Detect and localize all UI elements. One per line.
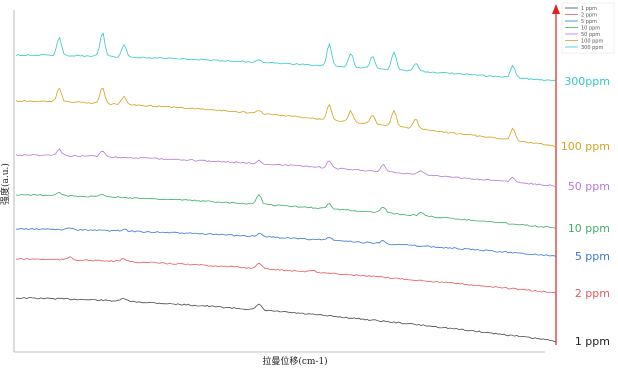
legend-label-10-ppm: 10 ppm: [581, 25, 600, 31]
legend-label-2-ppm: 2 ppm: [581, 12, 597, 18]
x-axis-label: 拉曼位移(cm-1): [262, 355, 327, 367]
series-line-5-ppm: [15, 227, 557, 257]
legend-label-300-ppm: 300 ppm: [581, 45, 603, 51]
series-label-300-ppm: 300ppm: [564, 75, 610, 88]
legend-label-1-ppm: 1 ppm: [581, 6, 597, 12]
series-line-2-ppm: [15, 256, 557, 294]
series-label-100-ppm: 100 ppm: [561, 140, 610, 153]
series-line-100-ppm: [15, 87, 557, 148]
legend-label-50-ppm: 50 ppm: [581, 32, 600, 38]
series-label-10-ppm: 10 ppm: [568, 222, 610, 235]
series-line-300-ppm: [15, 32, 557, 83]
series-label-5-ppm: 5 ppm: [575, 250, 610, 263]
series-label-2-ppm: 2 ppm: [575, 287, 610, 300]
series-label-group: 1 ppm 2 ppm 5 ppm 10 ppm 50 ppm 100 ppm 300ppm: [561, 75, 610, 348]
series-line-50-ppm: [15, 148, 557, 188]
legend-box: [561, 2, 615, 54]
series-label-50-ppm: 50 ppm: [568, 180, 610, 193]
series-label-1-ppm: 1 ppm: [575, 335, 610, 348]
legend-label-5-ppm: 5 ppm: [581, 19, 597, 25]
legend-label-100-ppm: 100 ppm: [581, 38, 603, 44]
y-axis-label: 强度(a.u.): [0, 163, 11, 205]
series-group: [15, 32, 557, 342]
series-line-1-ppm: [15, 297, 557, 342]
series-line-10-ppm: [15, 191, 557, 229]
intensity-arrow-head: [552, 4, 560, 14]
